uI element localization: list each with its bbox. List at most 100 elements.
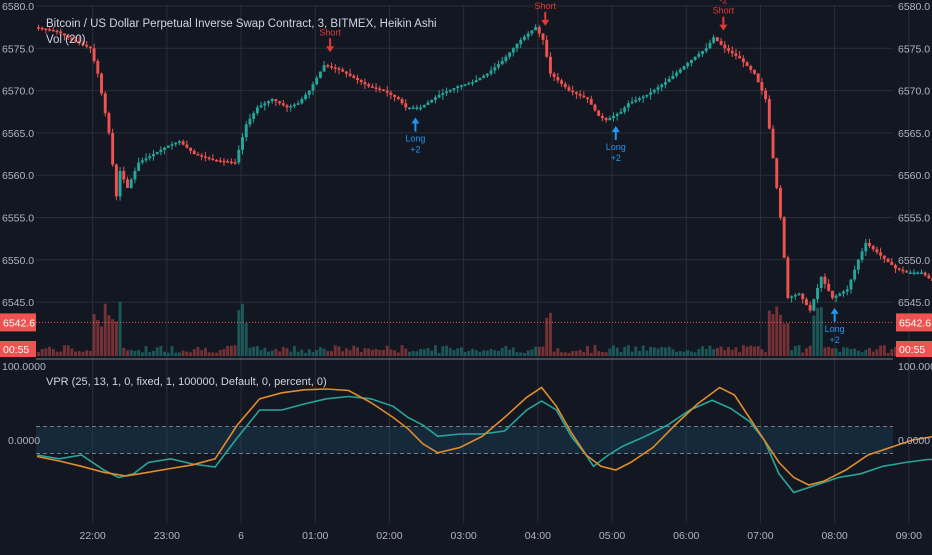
candle bbox=[686, 63, 690, 67]
volume-bar bbox=[318, 347, 322, 356]
volume-bar bbox=[48, 346, 52, 356]
volume-bar bbox=[341, 351, 345, 356]
x-tick-label: 22:00 bbox=[80, 530, 106, 542]
volume-bar bbox=[207, 352, 211, 356]
candle bbox=[471, 82, 474, 84]
candle bbox=[174, 142, 178, 145]
candle bbox=[352, 75, 356, 78]
candle bbox=[730, 50, 734, 54]
candle bbox=[103, 93, 107, 114]
x-tick-label: 09:00 bbox=[896, 530, 922, 542]
volume-bar bbox=[137, 350, 141, 356]
volume-bar bbox=[656, 348, 660, 356]
volume-bar bbox=[775, 306, 779, 356]
countdown-badge bbox=[0, 341, 36, 357]
volume-bar bbox=[560, 352, 564, 356]
volume-bar bbox=[81, 351, 85, 356]
volume-bar bbox=[500, 348, 504, 356]
volume-bar bbox=[860, 352, 864, 356]
candle bbox=[593, 104, 597, 111]
candle bbox=[344, 71, 348, 74]
volume-bar bbox=[675, 351, 679, 356]
volume-bar bbox=[111, 319, 115, 356]
x-tick-label: 6 bbox=[238, 530, 244, 542]
volume-bar bbox=[85, 350, 89, 356]
candle bbox=[467, 83, 471, 85]
volume-bar bbox=[842, 347, 845, 356]
volume-bar bbox=[222, 348, 226, 356]
candle bbox=[177, 141, 181, 143]
volume-bar bbox=[804, 348, 808, 356]
volume-bar bbox=[166, 352, 170, 356]
volume-bar bbox=[181, 350, 185, 356]
candle bbox=[786, 257, 790, 298]
candle bbox=[545, 39, 549, 57]
volume-bar bbox=[352, 345, 356, 356]
y-tick-label-right: 6570.0 bbox=[898, 86, 930, 98]
volume-bar bbox=[530, 349, 534, 356]
y-tick-label-right: 6580.0 bbox=[898, 1, 930, 13]
candle bbox=[571, 90, 575, 93]
candle bbox=[738, 55, 742, 59]
x-tick-label: 02:00 bbox=[376, 530, 402, 542]
candle bbox=[890, 261, 894, 266]
y-tick-label-left: 6580.0 bbox=[2, 1, 34, 13]
indicator-tick-left: 100.0000 bbox=[2, 361, 46, 373]
chart-title: Bitcoin / US Dollar Perpetual Inverse Sw… bbox=[46, 18, 437, 30]
volume-bar bbox=[155, 347, 159, 356]
volume-bar bbox=[370, 349, 374, 356]
volume-bar bbox=[760, 349, 764, 356]
volume-bar bbox=[571, 351, 575, 356]
candle bbox=[107, 113, 111, 133]
volume-bar bbox=[563, 352, 567, 356]
volume-bar bbox=[140, 352, 144, 356]
volume-bar bbox=[823, 347, 827, 356]
candle bbox=[333, 67, 337, 69]
volume-bar bbox=[304, 352, 308, 356]
volume-bar bbox=[723, 350, 727, 356]
long-signal-label: Long bbox=[405, 134, 425, 144]
y-tick-label-right: 6550.0 bbox=[898, 255, 930, 267]
candle bbox=[419, 107, 423, 110]
volume-bar bbox=[62, 345, 66, 356]
volume-bar bbox=[445, 345, 449, 356]
short-signal-sub: -2 bbox=[719, 0, 727, 6]
candle bbox=[192, 150, 196, 155]
candle bbox=[307, 90, 311, 95]
volume-bar bbox=[274, 348, 278, 356]
candle bbox=[259, 105, 263, 108]
last-price-text: 6542.6 bbox=[3, 317, 35, 329]
volume-bar bbox=[541, 346, 545, 356]
candle bbox=[92, 48, 96, 61]
y-tick-label-left: 6560.0 bbox=[2, 170, 34, 182]
last-price-badge bbox=[0, 313, 36, 332]
volume-bar bbox=[534, 346, 538, 356]
candle bbox=[634, 99, 638, 102]
volume-bar bbox=[712, 349, 716, 356]
volume-bar bbox=[344, 348, 348, 356]
volume-bar bbox=[114, 321, 118, 356]
candle bbox=[341, 69, 345, 72]
volume-bar bbox=[489, 348, 493, 356]
volume-bar bbox=[396, 352, 400, 356]
candle bbox=[801, 293, 805, 300]
candle bbox=[404, 103, 408, 108]
candle bbox=[37, 27, 40, 29]
volume-bar bbox=[701, 346, 704, 356]
candle bbox=[66, 35, 70, 38]
candle bbox=[114, 164, 118, 197]
candle bbox=[55, 30, 59, 33]
candle bbox=[589, 99, 593, 105]
volume-bar bbox=[107, 315, 111, 356]
volume-bar bbox=[790, 350, 794, 356]
volume-bar bbox=[797, 345, 801, 356]
volume-bar bbox=[163, 351, 167, 356]
volume-bar bbox=[667, 346, 671, 356]
volume-bar bbox=[816, 307, 820, 356]
candle bbox=[252, 113, 256, 119]
candle bbox=[775, 158, 779, 188]
candle bbox=[100, 73, 103, 94]
candle bbox=[296, 103, 300, 105]
